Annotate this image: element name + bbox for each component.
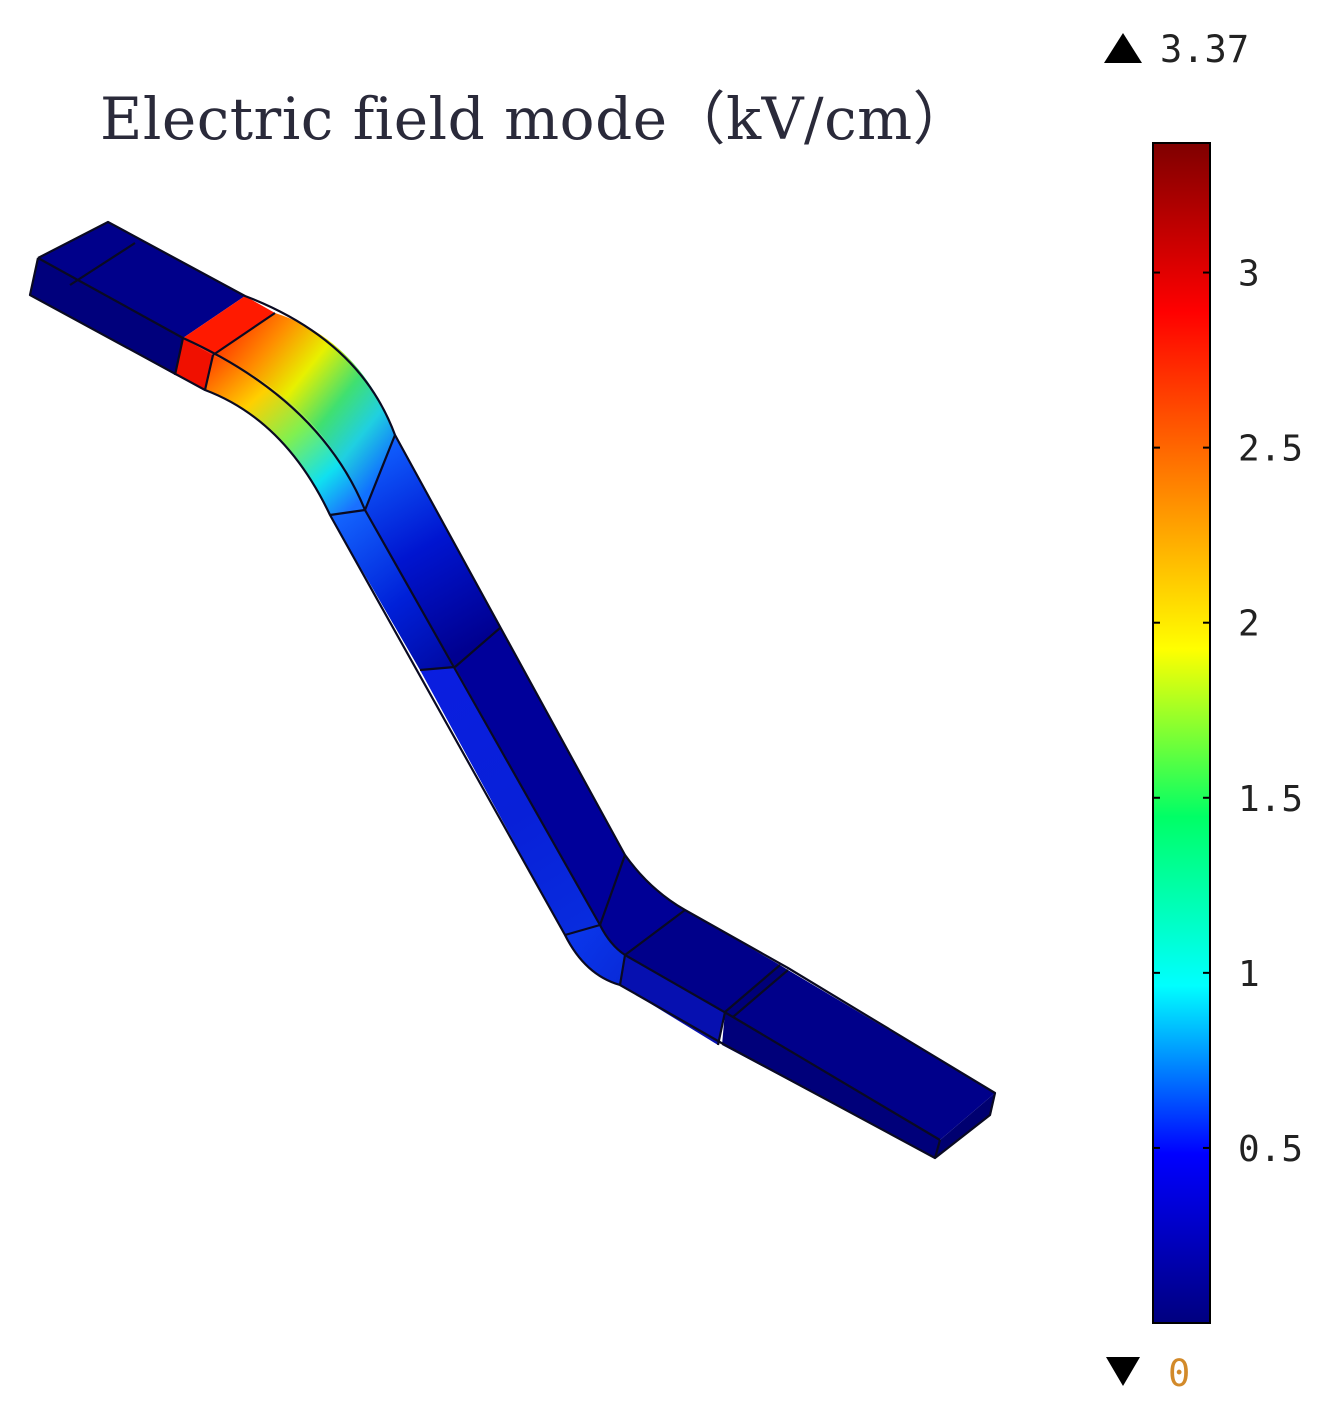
long-segment-top-face: [455, 628, 625, 925]
upper-bend-side-face: [205, 355, 365, 515]
middle-segment-top-face: [365, 435, 500, 667]
colorbar-tick-label: 1: [1238, 954, 1260, 995]
colorbar-max-label: 3.37: [1160, 28, 1250, 71]
step-lip: [725, 965, 788, 1017]
colorbar: 0.5 1 1.5 2 2.5 3: [1104, 33, 1303, 1386]
colorbar-tick-label: 0.5: [1238, 1129, 1303, 1170]
lower-bend-side-face: [565, 925, 625, 985]
colorbar-tick-label: 3: [1238, 254, 1260, 295]
colorbar-min-label: 0: [1168, 1352, 1191, 1395]
colorbar-tick-label: 2: [1238, 604, 1260, 645]
plot-title: Electric field mode（kV/cm）: [100, 85, 972, 153]
up-triangle-icon: [1104, 33, 1142, 63]
colorbar-ticks: 0.5 1 1.5 2 2.5 3: [1153, 254, 1303, 1170]
high-field-band-top: [183, 296, 275, 355]
colorbar-tick-label: 1.5: [1238, 779, 1303, 820]
upper-segment-side-face: [30, 258, 183, 375]
end-segment-end-face: [935, 1093, 995, 1158]
lower-bend-top-face: [600, 855, 685, 955]
high-field-band-side: [175, 338, 213, 390]
lower-segment-top-face: [625, 910, 780, 1012]
colorbar-gradient-bar: [1152, 142, 1211, 1324]
model-edges: [28, 220, 997, 1160]
upper-segment-top-face: [38, 222, 245, 338]
colorbar-tick-label: 2.5: [1238, 429, 1303, 470]
end-segment-side-face: [722, 1012, 940, 1158]
end-segment-top-face: [733, 970, 995, 1140]
long-segment-side-face: [420, 667, 600, 935]
middle-segment-side-face: [330, 510, 455, 670]
lower-segment-side-face: [620, 955, 725, 1045]
down-triangle-icon: [1106, 1357, 1140, 1386]
upper-bend-top-face: [213, 313, 395, 510]
